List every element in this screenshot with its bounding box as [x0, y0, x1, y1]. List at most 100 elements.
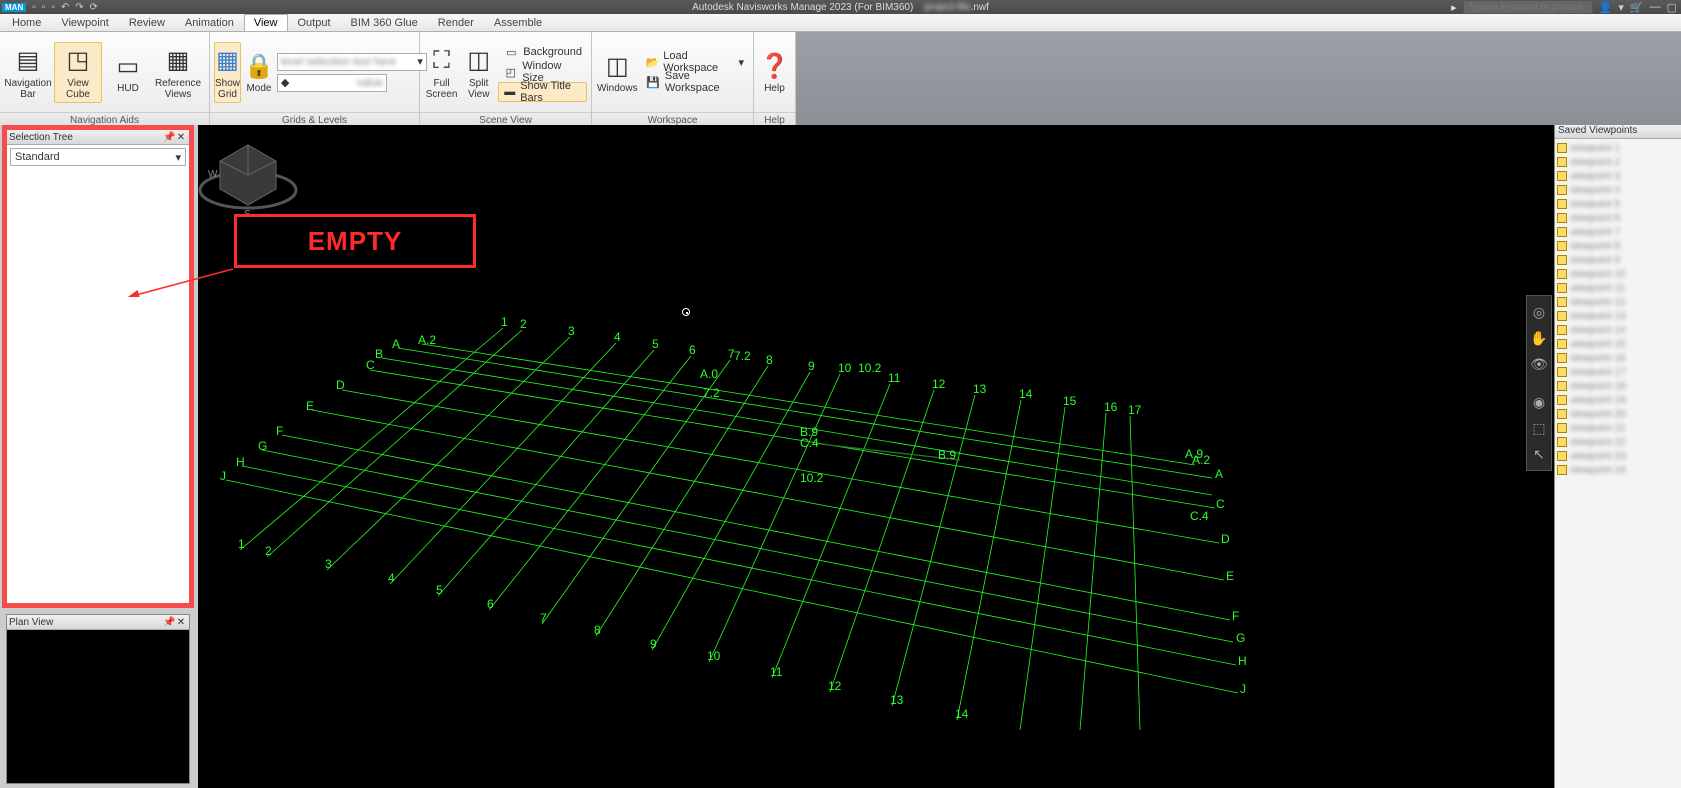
title-bar: MAN ▫ ▫ ▫ ↶ ↷ ⟳ Autodesk Navisworks Mana… [0, 0, 1681, 14]
search-input[interactable] [1463, 0, 1593, 14]
selection-tree-mode-combo[interactable]: Standard▾ [10, 148, 186, 166]
nav-tool-1[interactable]: ✋ [1529, 328, 1549, 348]
nav-tool-0[interactable]: ◎ [1529, 302, 1549, 322]
viewpoint-item[interactable]: viewpoint 4 [1557, 183, 1679, 197]
tab-view[interactable]: View [244, 14, 288, 31]
viewpoint-item[interactable]: viewpoint 17 [1557, 365, 1679, 379]
tab-animation[interactable]: Animation [175, 14, 244, 31]
svg-text:D: D [336, 378, 345, 392]
svg-text:8: 8 [766, 353, 773, 367]
show-grid-button[interactable]: ▦Show Grid [214, 42, 241, 103]
mode-button[interactable]: 🔒Mode [243, 47, 275, 97]
windows-button[interactable]: ◫Windows [596, 47, 639, 97]
pin-icon[interactable]: 📌 [163, 132, 175, 143]
viewpoint-item[interactable]: viewpoint 16 [1557, 351, 1679, 365]
tab-output[interactable]: Output [288, 14, 341, 31]
load-workspace-button[interactable]: 📂Load Workspace▾ [641, 52, 749, 72]
qat-refresh-icon[interactable]: ⟳ [90, 2, 98, 13]
svg-text:2: 2 [520, 317, 527, 331]
viewpoint-item[interactable]: viewpoint 13 [1557, 309, 1679, 323]
viewpoint-item[interactable]: viewpoint 10 [1557, 267, 1679, 281]
grid-level-combo-2[interactable]: ◆value [277, 74, 387, 92]
svg-text:4: 4 [388, 571, 395, 585]
cursor-indicator [682, 308, 690, 316]
svg-text:10.2: 10.2 [800, 471, 824, 485]
viewpoint-item[interactable]: viewpoint 20 [1557, 407, 1679, 421]
nav-tool-5[interactable]: ⬚ [1529, 418, 1549, 438]
svg-text:1: 1 [501, 315, 508, 329]
viewpoint-item[interactable]: viewpoint 8 [1557, 239, 1679, 253]
plan-view-panel: Plan View 📌 ✕ [6, 614, 190, 784]
viewpoint-item[interactable]: viewpoint 3 [1557, 169, 1679, 183]
qat-open-icon[interactable]: ▫ [42, 2, 46, 13]
svg-text:1: 1 [238, 537, 245, 551]
svg-text:7: 7 [540, 611, 547, 625]
nav-tool-4[interactable]: ◉ [1529, 392, 1549, 412]
qat-new-icon[interactable]: ▫ [32, 2, 36, 13]
tab-assemble[interactable]: Assemble [484, 14, 552, 31]
svg-text:16: 16 [1104, 400, 1118, 414]
view-cube-button[interactable]: ◳View Cube [54, 42, 102, 103]
split-view-button[interactable]: ◫Split View [461, 42, 496, 103]
hud-button[interactable]: ▭HUD [104, 47, 152, 97]
viewpoint-item[interactable]: viewpoint 11 [1557, 281, 1679, 295]
viewpoint-item[interactable]: viewpoint 23 [1557, 449, 1679, 463]
ribbon-tabs: HomeViewpointReviewAnimationViewOutputBI… [0, 14, 1681, 32]
qat-undo-icon[interactable]: ↶ [61, 2, 69, 13]
show-title-bars-button[interactable]: ▬Show Title Bars [498, 82, 587, 102]
svg-text:4: 4 [614, 330, 621, 344]
saved-viewpoints-title: Saved Viewpoints [1555, 125, 1681, 139]
svg-text:14: 14 [1019, 387, 1033, 401]
viewpoint-item[interactable]: viewpoint 18 [1557, 379, 1679, 393]
tab-viewpoint[interactable]: Viewpoint [51, 14, 119, 31]
close-icon[interactable]: ✕ [175, 132, 187, 143]
user-icon[interactable]: 👤 [1599, 1, 1613, 14]
nav-tool-6[interactable]: ↖ [1529, 444, 1549, 464]
min-icon[interactable]: — [1650, 1, 1661, 13]
cart-icon[interactable]: 🛒 [1630, 1, 1644, 14]
tab-bim-360-glue[interactable]: BIM 360 Glue [341, 14, 428, 31]
background-button[interactable]: ▭Background [498, 42, 587, 62]
viewpoint-item[interactable]: viewpoint 14 [1557, 323, 1679, 337]
svg-text:11: 11 [888, 371, 901, 385]
viewpoint-item[interactable]: viewpoint 21 [1557, 421, 1679, 435]
close-icon[interactable]: ✕ [175, 617, 187, 628]
selection-tree-panel: Selection Tree 📌 ✕ Standard▾ [2, 125, 194, 608]
qat-save-icon[interactable]: ▫ [51, 2, 55, 13]
nav-tool-2[interactable]: 👁 [1529, 354, 1549, 374]
viewpoint-item[interactable]: viewpoint 2 [1557, 155, 1679, 169]
navigation-bar-button[interactable]: ▤Navigation Bar [4, 42, 52, 103]
reference-views-button[interactable]: ▦Reference Views [154, 42, 202, 103]
svg-text:3: 3 [568, 324, 575, 338]
viewpoint-item[interactable]: viewpoint 22 [1557, 435, 1679, 449]
max-icon[interactable]: ▢ [1667, 1, 1677, 14]
viewpoint-item[interactable]: viewpoint 6 [1557, 211, 1679, 225]
viewpoint-item[interactable]: viewpoint 12 [1557, 295, 1679, 309]
viewpoint-item[interactable]: viewpoint 5 [1557, 197, 1679, 211]
viewpoint-item[interactable]: viewpoint 24 [1557, 463, 1679, 477]
help-dropdown-icon[interactable]: ▾ [1618, 1, 1624, 14]
viewpoint-item[interactable]: viewpoint 7 [1557, 225, 1679, 239]
selection-tree-title: Selection Tree [9, 132, 163, 143]
help-button[interactable]: ❓Help [758, 47, 791, 97]
grid-level-combo-1[interactable]: level selection text here▾ [277, 53, 427, 71]
tab-review[interactable]: Review [119, 14, 175, 31]
viewpoint-item[interactable]: viewpoint 1 [1557, 141, 1679, 155]
full-screen-button[interactable]: ⛶Full Screen [424, 42, 459, 103]
pin-icon[interactable]: 📌 [163, 617, 175, 628]
tab-home[interactable]: Home [2, 14, 51, 31]
window-size-button[interactable]: ◰Window Size [498, 62, 587, 82]
window-title: Autodesk Navisworks Manage 2023 (For BIM… [692, 2, 989, 13]
view-cube[interactable]: W S [198, 125, 298, 225]
save-workspace-button[interactable]: 💾Save Workspace [641, 72, 749, 92]
ribbon: ▤Navigation Bar ◳View Cube ▭HUD ▦Referen… [0, 32, 1681, 129]
viewpoint-item[interactable]: viewpoint 19 [1557, 393, 1679, 407]
viewpoint-item[interactable]: viewpoint 9 [1557, 253, 1679, 267]
tab-render[interactable]: Render [428, 14, 484, 31]
svg-text:14: 14 [955, 707, 969, 721]
svg-text:7.2: 7.2 [703, 386, 720, 400]
qat-redo-icon[interactable]: ↷ [75, 2, 83, 13]
svg-text:13: 13 [973, 382, 987, 396]
viewpoint-item[interactable]: viewpoint 15 [1557, 337, 1679, 351]
saved-viewpoints-panel: Saved Viewpoints viewpoint 1viewpoint 2v… [1554, 125, 1681, 788]
